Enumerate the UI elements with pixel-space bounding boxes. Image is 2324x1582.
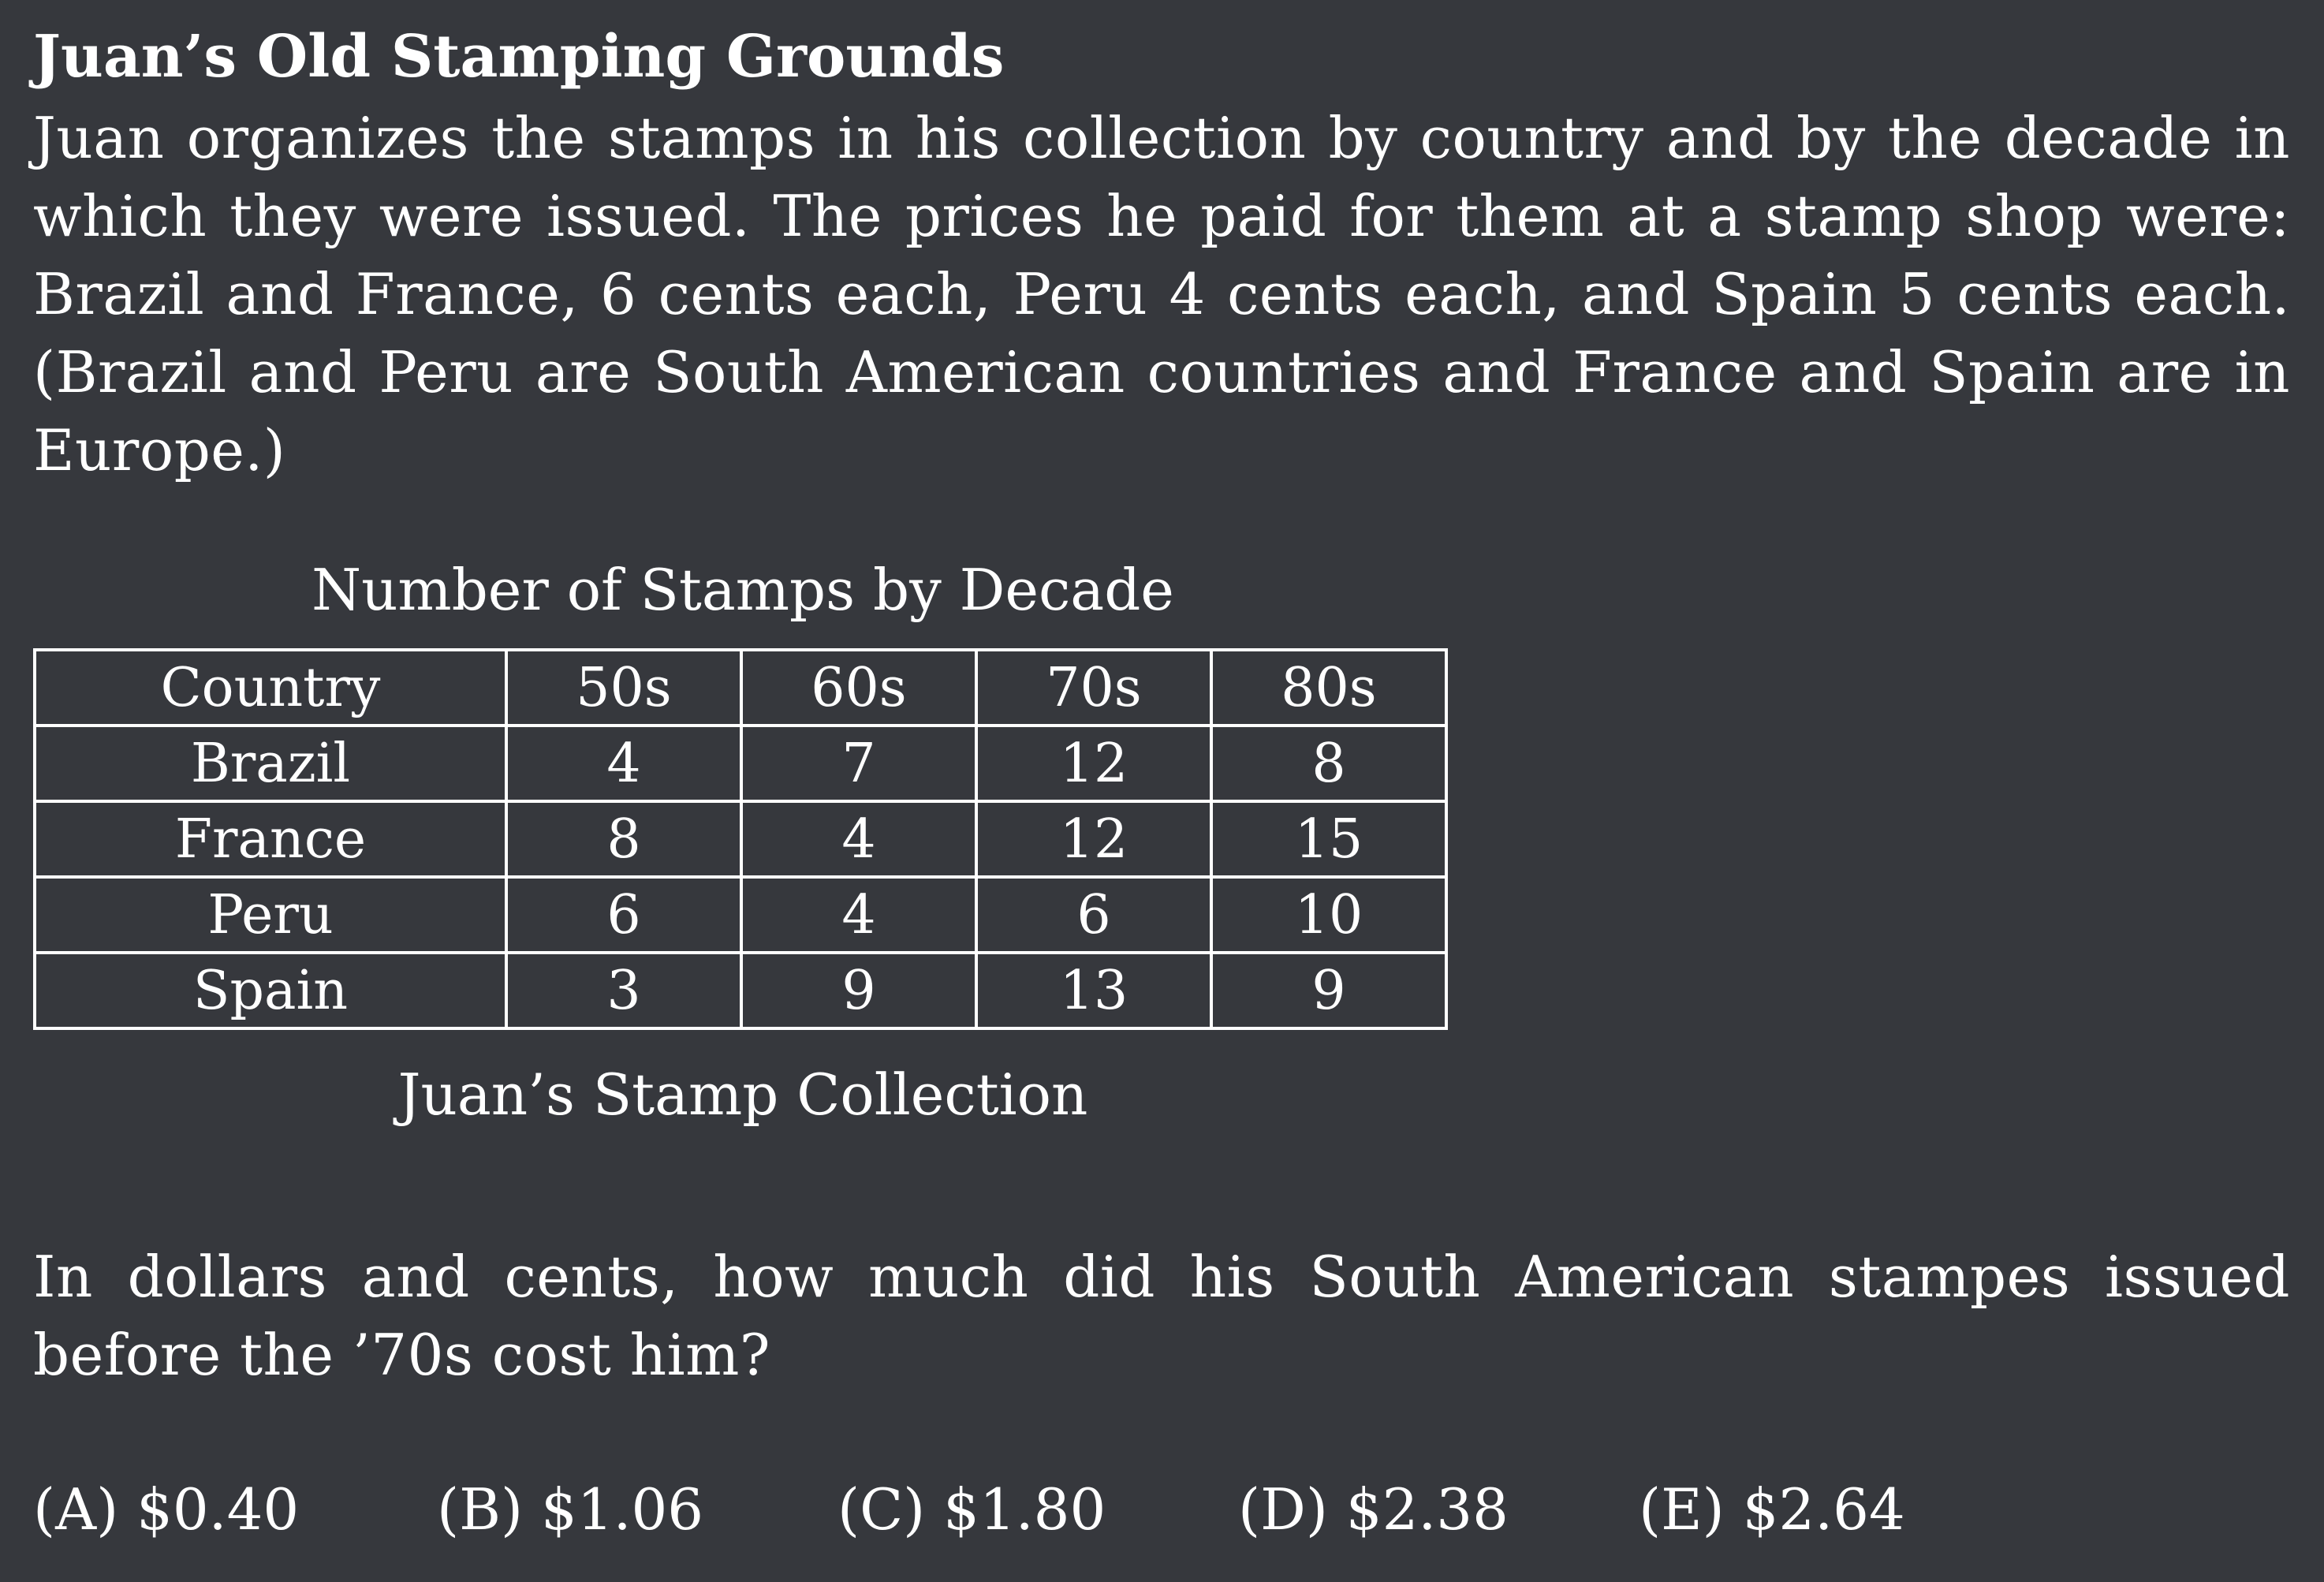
stamp-table: Country 50s 60s 70s 80s Brazil 4 7 12 8 … xyxy=(33,648,1448,1030)
table-row: Brazil 4 7 12 8 xyxy=(33,724,1448,803)
table-cell: 4 xyxy=(740,875,978,954)
table-cell: 6 xyxy=(975,875,1213,954)
header-cell: Country xyxy=(33,648,508,727)
table-row: France 8 4 12 15 xyxy=(33,800,1448,879)
table-cell: 4 xyxy=(505,724,743,803)
table-cell: 9 xyxy=(740,951,978,1030)
question-text: In dollars and cents, how much did his S… xyxy=(33,1244,2290,1388)
table-cell: 4 xyxy=(740,800,978,879)
table-cell: 8 xyxy=(505,800,743,879)
table-cell: Spain xyxy=(33,951,508,1030)
header-cell: 70s xyxy=(975,648,1213,727)
problem-intro: Juan organizes the stamps in his collect… xyxy=(33,105,2290,483)
table-cell: Peru xyxy=(33,875,508,954)
table-cell: 8 xyxy=(1210,724,1448,803)
choice-e[interactable]: (E) $2.64 xyxy=(1639,1476,1905,1543)
table-cell: 12 xyxy=(975,724,1213,803)
choice-b[interactable]: (B) $1.06 xyxy=(437,1476,704,1543)
table-caption-top: Number of Stamps by Decade xyxy=(311,557,1174,623)
table-cell: 3 xyxy=(505,951,743,1030)
table-cell: 15 xyxy=(1210,800,1448,879)
header-cell: 80s xyxy=(1210,648,1448,727)
table-cell: Brazil xyxy=(33,724,508,803)
choice-d[interactable]: (D) $2.38 xyxy=(1238,1476,1509,1543)
header-cell: 60s xyxy=(740,648,978,727)
table-row: Spain 3 9 13 9 xyxy=(33,951,1448,1030)
header-cell: 50s xyxy=(505,648,743,727)
table-cell: 13 xyxy=(975,951,1213,1030)
table-cell: France xyxy=(33,800,508,879)
choice-a[interactable]: (A) $0.40 xyxy=(33,1476,300,1543)
table-caption-bottom: Juan’s Stamp Collection xyxy=(397,1062,1088,1128)
choice-c[interactable]: (C) $1.80 xyxy=(837,1476,1106,1543)
table-row: Peru 6 4 6 10 xyxy=(33,875,1448,954)
table-cell: 6 xyxy=(505,875,743,954)
table-cell: 10 xyxy=(1210,875,1448,954)
table-cell: 7 xyxy=(740,724,978,803)
problem-title: Juan’s Old Stamping Grounds xyxy=(33,23,1005,91)
table-cell: 9 xyxy=(1210,951,1448,1030)
table-cell: 12 xyxy=(975,800,1213,879)
table-header-row: Country 50s 60s 70s 80s xyxy=(33,648,1448,727)
